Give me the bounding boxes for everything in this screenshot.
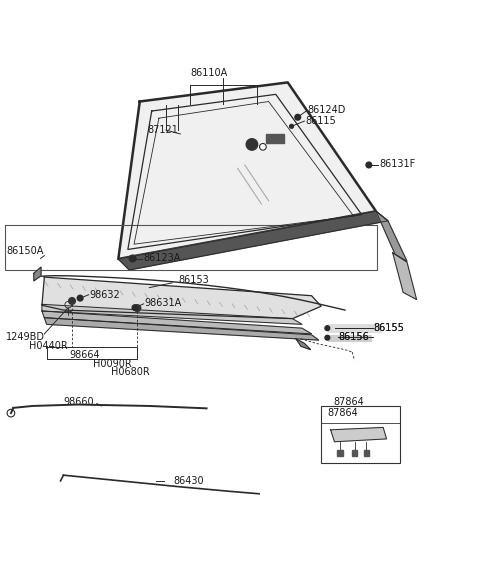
Circle shape: [69, 298, 75, 304]
Text: H0680R: H0680R: [111, 367, 150, 377]
Text: 87864: 87864: [333, 397, 364, 407]
Bar: [321, 407, 400, 463]
Circle shape: [132, 305, 138, 310]
Text: 98660: 98660: [63, 397, 94, 407]
Text: 1249BD: 1249BD: [6, 332, 45, 342]
Text: 86131F: 86131F: [380, 160, 416, 169]
Polygon shape: [42, 304, 302, 324]
Bar: [364, 450, 369, 456]
Circle shape: [134, 305, 141, 311]
Text: 86155: 86155: [373, 322, 405, 333]
Text: 86124D: 86124D: [308, 104, 346, 115]
Circle shape: [295, 114, 300, 120]
Circle shape: [289, 124, 293, 128]
Text: 86150A: 86150A: [6, 246, 44, 256]
Bar: [352, 450, 358, 456]
Bar: [328, 324, 381, 332]
Bar: [328, 335, 371, 341]
Polygon shape: [118, 82, 376, 259]
Text: 87864: 87864: [328, 408, 359, 418]
Circle shape: [129, 255, 136, 262]
Circle shape: [325, 335, 330, 340]
Text: 86123A: 86123A: [143, 252, 180, 263]
Bar: [266, 134, 284, 143]
Text: 98631A: 98631A: [144, 298, 182, 309]
Text: 98632: 98632: [90, 290, 120, 300]
Text: 86153: 86153: [178, 276, 209, 285]
Text: 86156: 86156: [338, 332, 369, 342]
Bar: [337, 450, 343, 456]
Text: 87121: 87121: [147, 125, 178, 135]
Polygon shape: [42, 277, 321, 318]
Text: 86430: 86430: [173, 476, 204, 487]
Circle shape: [325, 326, 330, 331]
Circle shape: [260, 143, 266, 150]
Polygon shape: [376, 211, 407, 262]
Polygon shape: [44, 318, 319, 340]
Polygon shape: [34, 267, 41, 281]
Text: H0440R: H0440R: [29, 341, 67, 351]
Polygon shape: [42, 311, 312, 334]
Polygon shape: [296, 339, 311, 350]
Circle shape: [366, 162, 372, 168]
Polygon shape: [118, 211, 388, 270]
Text: H0090R: H0090R: [93, 359, 132, 369]
Text: 86115: 86115: [305, 115, 336, 126]
Circle shape: [77, 295, 83, 301]
Text: 86110A: 86110A: [191, 68, 228, 78]
Polygon shape: [331, 427, 386, 442]
Text: 98664: 98664: [69, 350, 100, 360]
Text: 86156: 86156: [338, 332, 369, 342]
Polygon shape: [393, 253, 417, 299]
Text: 86155: 86155: [373, 322, 405, 333]
Circle shape: [246, 139, 258, 150]
